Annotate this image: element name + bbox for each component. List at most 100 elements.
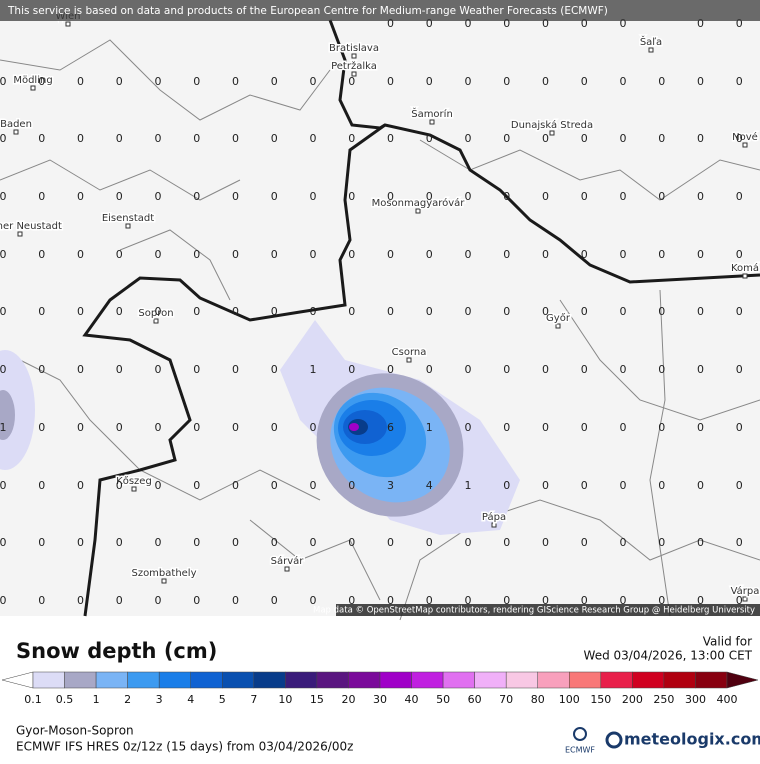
legend-label: 150 <box>590 693 611 706</box>
grid-value: 0 <box>620 421 627 434</box>
ecmwf-logo <box>573 727 587 741</box>
valid-time: Wed 03/04/2026, 13:00 CET <box>584 649 753 663</box>
grid-value: 0 <box>0 479 7 492</box>
grid-value: 0 <box>620 132 627 145</box>
grid-value: 0 <box>465 305 472 318</box>
grid-value: 0 <box>310 132 317 145</box>
grid-value: 0 <box>271 479 278 492</box>
legend-label: 80 <box>531 693 545 706</box>
grid-value: 0 <box>38 536 45 549</box>
legend-label: 20 <box>341 693 355 706</box>
grid-value: 0 <box>232 536 239 549</box>
place-label: Győr <box>546 312 571 324</box>
grid-value: 0 <box>736 363 743 376</box>
grid-value: 0 <box>271 132 278 145</box>
grid-value: 0 <box>465 17 472 30</box>
grid-value: 0 <box>387 75 394 88</box>
legend-swatch <box>285 671 318 689</box>
grid-value: 0 <box>116 594 123 607</box>
place-dot <box>742 273 748 279</box>
legend-swatch <box>32 671 65 689</box>
legend-label: 15 <box>310 693 324 706</box>
grid-value: 0 <box>697 75 704 88</box>
grid-value: 0 <box>542 536 549 549</box>
place-dot <box>161 578 167 584</box>
grid-value: 0 <box>116 363 123 376</box>
legend-high <box>726 671 759 689</box>
grid-value: 0 <box>620 363 627 376</box>
grid-value: 0 <box>38 421 45 434</box>
grid-value: 0 <box>503 132 510 145</box>
legend-label: 100 <box>559 693 580 706</box>
grid-value: 0 <box>503 305 510 318</box>
grid-value: 0 <box>465 421 472 434</box>
grid-value: 0 <box>193 421 200 434</box>
grid-value: 0 <box>232 594 239 607</box>
grid-value: 0 <box>0 75 7 88</box>
place-label: Mödling <box>13 75 52 86</box>
grid-value: 0 <box>426 363 433 376</box>
legend-label: 200 <box>622 693 643 706</box>
grid-value: 0 <box>271 248 278 261</box>
grid-value: 0 <box>658 536 665 549</box>
grid-value: 0 <box>271 536 278 549</box>
place-dot <box>351 53 357 59</box>
grid-value: 0 <box>620 305 627 318</box>
grid-value: 0 <box>503 536 510 549</box>
place-label: Nové <box>732 131 758 143</box>
place-dot <box>742 596 748 602</box>
grid-value: 0 <box>581 75 588 88</box>
grid-value: 0 <box>232 363 239 376</box>
legend-label: 70 <box>499 693 513 706</box>
grid-value: 0 <box>77 75 84 88</box>
grid-value: 0 <box>736 594 743 607</box>
place-label: Baden <box>0 119 32 130</box>
grid-value: 0 <box>581 17 588 30</box>
grid-value: 0 <box>581 594 588 607</box>
grid-value: 0 <box>193 479 200 492</box>
legend-label: 400 <box>717 693 738 706</box>
grid-value: 0 <box>193 536 200 549</box>
place-label: Csorna <box>392 347 427 358</box>
legend-swatch <box>158 671 191 689</box>
grid-value: 0 <box>542 75 549 88</box>
grid-value: 0 <box>542 421 549 434</box>
grid-value: 0 <box>387 17 394 30</box>
grid-value: 0 <box>0 248 7 261</box>
grid-value: 0 <box>310 190 317 203</box>
grid-value: 0 <box>465 75 472 88</box>
country-borders <box>82 19 760 617</box>
grid-value: 0 <box>387 190 394 203</box>
grid-value: 0 <box>387 536 394 549</box>
grid-value: 0 <box>193 75 200 88</box>
grid-value: 0 <box>697 305 704 318</box>
legend-title: Snow depth (cm) <box>16 639 217 663</box>
legend-label: 60 <box>468 693 482 706</box>
grid-value: 0 <box>38 479 45 492</box>
place-dot <box>742 142 748 148</box>
grid-value: 4 <box>426 479 433 492</box>
grid-value: 0 <box>697 363 704 376</box>
legend-label: 1 <box>93 693 100 706</box>
grid-value: 0 <box>232 190 239 203</box>
grid-value: 0 <box>271 363 278 376</box>
banner-background <box>0 0 760 21</box>
place-label: Šamorín <box>411 107 453 120</box>
grid-value: 0 <box>387 363 394 376</box>
grid-value: 0 <box>348 248 355 261</box>
legend-swatch <box>95 671 128 689</box>
brand[interactable]: meteologix.com <box>624 730 760 749</box>
grid-value: 0 <box>77 594 84 607</box>
grid-value: 0 <box>348 132 355 145</box>
map-background <box>0 0 760 616</box>
legend-swatch <box>569 671 602 689</box>
grid-value: 0 <box>503 363 510 376</box>
grid-value: 0 <box>271 421 278 434</box>
grid-value: 0 <box>38 248 45 261</box>
grid-value: 0 <box>232 132 239 145</box>
grid-value: 0 <box>503 17 510 30</box>
grid-value: 0 <box>387 305 394 318</box>
grid-value: 0 <box>310 421 317 434</box>
grid-value: 0 <box>0 363 7 376</box>
